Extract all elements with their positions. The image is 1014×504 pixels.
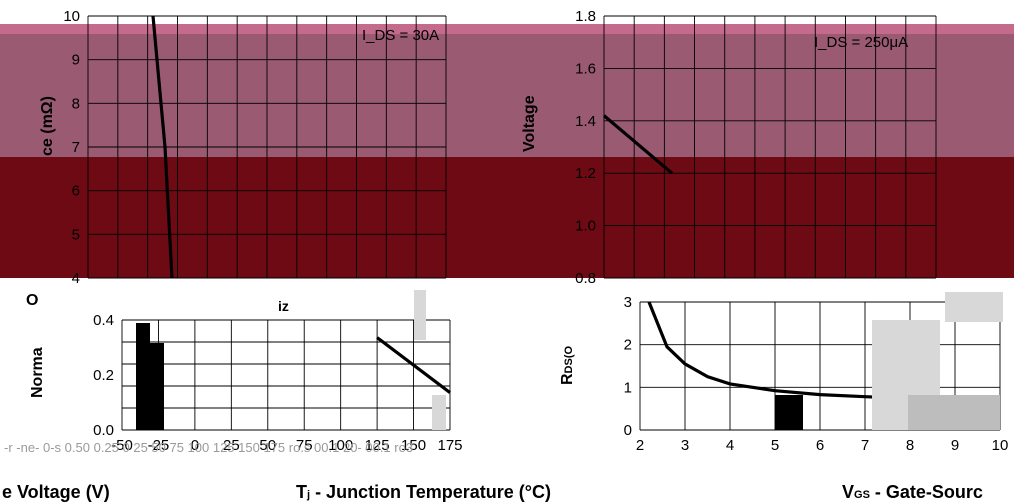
y-tick-label: 2 [624,337,632,354]
y-tick-label: 1.2 [575,165,596,182]
x-tick-label: 3 [681,437,689,454]
chart-1-resistance: 10 9 8 7 6 5 4 [63,8,447,287]
y-tick-label: 0.4 [93,312,114,329]
y-label-rds: RDS(O [559,345,576,385]
x-tick-label: 150 [401,437,426,454]
y-tick-label: 4 [72,270,80,287]
fragment-o: O [26,292,38,309]
y-tick-label: 0 [624,422,632,439]
y-tick-label: 6 [72,183,80,200]
series-line [602,114,674,175]
y-tick-label: 8 [72,95,80,112]
light-bar [945,292,1003,322]
x-tick-label: 75 [296,437,313,454]
x-tick-label: 175 [437,437,462,454]
x-tick-label: 100 [328,437,353,454]
y-tick-label: 0.8 [575,270,596,287]
chart-2-threshold-voltage: 1.8 1.6 1.4 1.2 1.0 0.8 [575,8,937,287]
x-tick-label: 8 [906,437,914,454]
y-tick-label: 1.4 [575,113,596,130]
y-tick-label: 1.0 [575,218,596,235]
y-tick-label: 3 [624,294,632,311]
series-line [151,15,174,279]
series-line [376,336,451,394]
x-tick-label: 25 [223,437,240,454]
light-bar [414,290,426,340]
bottom-left-label: e Voltage (V) [2,482,110,502]
x-tick-label: 0 [191,437,199,454]
x-tick-label: 125 [365,437,390,454]
y-label-resistance: ce (mΩ) [39,96,56,156]
dark-bar [775,395,803,430]
lower-band [0,157,1014,278]
garbled-tick-row: -r -ne- 0-s 0.50 0.25 0 25 50 75 100 125… [4,440,413,455]
y-tick-label: 1.6 [575,60,596,77]
dark-bar [136,323,150,430]
y-tick-label: 1.8 [575,8,596,25]
x-tick-label: 2 [636,437,644,454]
upper-band [0,24,1014,157]
x-tick-label: 7 [861,437,869,454]
y-label-norma: Norma [29,347,46,398]
x-tick-label: 9 [951,437,959,454]
y-tick-label: 10 [63,8,80,25]
mid-bar [908,395,1000,430]
x-tick-label: 4 [726,437,734,454]
y-tick-label: 7 [72,139,80,156]
fragment-iz: iz [278,298,289,314]
y-tick-label: 0.2 [93,367,114,384]
x-tick-label: 50 [259,437,276,454]
x-axis-title-temperature: Tj - Junction Temperature (°C) [296,482,551,502]
chart-3-normalized: 0.4 0.2 0.0-50 -25 0 25 50 75 100 125 150 175 [93,290,463,454]
y-tick-label: 5 [72,226,80,243]
x-tick-label: -25 [148,437,170,454]
annotation-ids-30a: I_DS = 30A [362,27,439,44]
dark-bar [148,343,164,430]
y-label-voltage: Voltage [521,95,538,152]
x-tick-label: -50 [111,437,133,454]
x-axis-title-vgs: VGS - Gate-Sourc [842,482,983,502]
y-tick-label: 0.0 [93,422,114,439]
annotation-ids-250ua: I_DS = 250μA [814,34,908,51]
y-tick-label: 9 [72,52,80,69]
x-tick-label: 6 [816,437,824,454]
y-tick-label: 1 [624,379,632,396]
x-tick-label: 10 [992,437,1009,454]
light-bar [432,395,446,430]
upper-band-top-strip [0,24,1014,34]
x-tick-label: 5 [771,437,779,454]
